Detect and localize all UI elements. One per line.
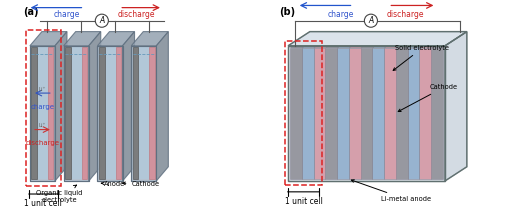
Polygon shape: [31, 47, 37, 179]
Polygon shape: [97, 46, 122, 181]
Text: Solid electrolyte: Solid electrolyte: [393, 45, 450, 70]
Polygon shape: [302, 47, 315, 48]
Text: discharge: discharge: [387, 10, 424, 19]
Text: Li-metal anode: Li-metal anode: [351, 180, 431, 202]
Text: Organic liquid
electrolyte: Organic liquid electrolyte: [36, 185, 82, 203]
Circle shape: [95, 14, 109, 27]
Polygon shape: [99, 47, 104, 179]
Polygon shape: [396, 47, 409, 48]
Polygon shape: [337, 48, 349, 179]
Polygon shape: [30, 46, 55, 181]
Polygon shape: [408, 48, 419, 179]
Polygon shape: [314, 47, 327, 48]
Polygon shape: [150, 47, 155, 179]
Polygon shape: [48, 47, 53, 179]
Text: Cathode: Cathode: [398, 84, 458, 112]
Polygon shape: [372, 48, 384, 179]
Text: charge: charge: [327, 10, 354, 19]
Polygon shape: [131, 32, 168, 46]
Polygon shape: [55, 32, 67, 181]
Polygon shape: [326, 47, 339, 48]
Polygon shape: [314, 48, 326, 179]
Polygon shape: [122, 32, 135, 181]
Text: charge: charge: [54, 10, 80, 19]
Text: discharge: discharge: [118, 10, 156, 19]
Polygon shape: [116, 47, 121, 179]
Text: charge: charge: [30, 104, 54, 110]
Polygon shape: [372, 47, 386, 48]
Text: e⁻: e⁻: [137, 0, 145, 2]
Polygon shape: [431, 48, 443, 179]
Text: A: A: [99, 16, 104, 25]
Polygon shape: [326, 48, 337, 179]
Text: A: A: [368, 16, 374, 25]
Polygon shape: [156, 32, 168, 181]
Polygon shape: [349, 48, 360, 179]
Text: Li⁺: Li⁺: [39, 123, 46, 128]
Text: e⁻: e⁻: [52, 0, 60, 2]
Polygon shape: [384, 48, 396, 179]
Polygon shape: [384, 47, 397, 48]
Polygon shape: [288, 46, 445, 181]
Text: Li⁺: Li⁺: [39, 87, 46, 92]
Polygon shape: [65, 47, 71, 179]
Polygon shape: [89, 32, 101, 181]
Polygon shape: [408, 47, 421, 48]
Polygon shape: [349, 47, 362, 48]
Polygon shape: [63, 46, 89, 181]
Polygon shape: [133, 47, 138, 179]
Polygon shape: [290, 47, 304, 48]
Text: Cathode: Cathode: [123, 181, 160, 187]
Polygon shape: [302, 48, 314, 179]
Circle shape: [365, 14, 377, 27]
Text: discharge: discharge: [26, 140, 59, 146]
Text: 1 unit cell: 1 unit cell: [25, 199, 62, 208]
Polygon shape: [360, 48, 372, 179]
Polygon shape: [419, 48, 431, 179]
Polygon shape: [99, 47, 121, 179]
Polygon shape: [65, 47, 87, 179]
Polygon shape: [97, 32, 135, 46]
Text: (b): (b): [280, 7, 295, 17]
Polygon shape: [288, 32, 467, 46]
Polygon shape: [131, 46, 156, 181]
Text: (a): (a): [24, 7, 39, 17]
Polygon shape: [396, 48, 408, 179]
Polygon shape: [290, 48, 302, 179]
Polygon shape: [445, 32, 467, 181]
Polygon shape: [419, 47, 433, 48]
Polygon shape: [337, 47, 351, 48]
Polygon shape: [82, 47, 87, 179]
Polygon shape: [31, 47, 53, 179]
Polygon shape: [63, 32, 101, 46]
Polygon shape: [133, 47, 155, 179]
Text: 1 unit cell: 1 unit cell: [285, 197, 323, 206]
Text: Anode: Anode: [101, 181, 125, 187]
Polygon shape: [360, 47, 374, 48]
Polygon shape: [30, 32, 67, 46]
Polygon shape: [431, 47, 444, 48]
